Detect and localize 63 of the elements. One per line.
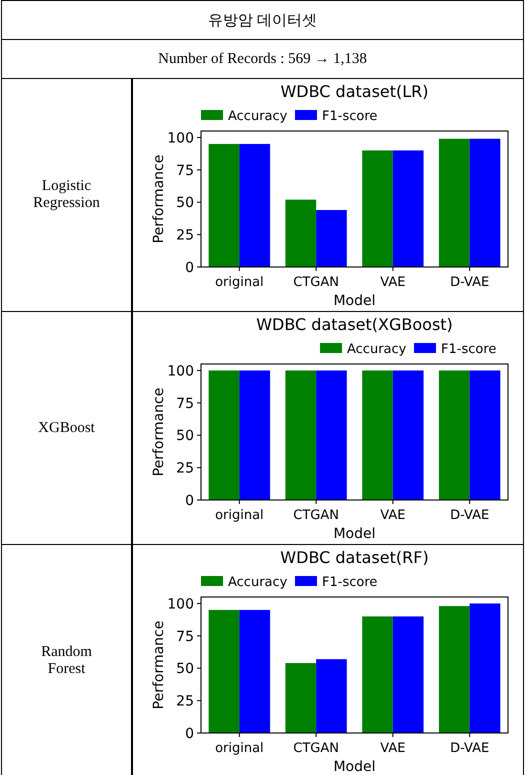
text: Random Forest: [40, 644, 93, 678]
bar: [239, 144, 270, 267]
legend-label: F1-score: [322, 109, 378, 124]
bar: [438, 138, 470, 267]
bar: [285, 663, 316, 733]
chart-title: WDBC dataset(RF): [280, 548, 429, 567]
y-tick-label: 50: [176, 195, 194, 212]
legend-label: F1-score: [441, 342, 496, 357]
bar: [208, 610, 240, 733]
x-tick-label: original: [215, 508, 264, 523]
y-axis-title: Performance: [151, 154, 167, 244]
y-axis-title: Performance: [151, 620, 167, 710]
bar: [208, 144, 240, 267]
bar: [392, 616, 424, 733]
x-axis-title: Model: [333, 759, 376, 775]
text: 유방암 데이터셋: [2, 0, 524, 40]
legend-label: Accuracy: [347, 342, 407, 357]
bar: [362, 150, 393, 267]
x-tick-label: CTGAN: [293, 741, 339, 756]
x-tick-label: D-VAE: [450, 508, 490, 523]
bar: [316, 659, 347, 733]
text: Number of Records : 569 → 1,138: [2, 40, 524, 78]
x-tick-label: VAE: [380, 275, 406, 290]
x-tick-label: D-VAE: [450, 741, 490, 756]
y-tick-label: 25: [176, 460, 194, 477]
x-tick-label: D-VAE: [450, 275, 490, 290]
y-tick-label: 75: [176, 628, 194, 645]
y-tick-label: 25: [176, 694, 194, 710]
x-tick-label: CTGAN: [293, 508, 339, 523]
chart-title: WDBC dataset(XGBoost): [256, 315, 453, 334]
y-tick-label: 100: [167, 130, 194, 146]
legend-label: F1-score: [322, 575, 378, 590]
x-tick-label: VAE: [380, 741, 406, 756]
legend-label: Accuracy: [228, 575, 288, 590]
y-tick-label: 0: [185, 260, 194, 276]
y-tick-label: 0: [185, 726, 194, 742]
bar: [239, 610, 270, 733]
bar: [316, 210, 347, 267]
bar: [362, 616, 393, 733]
legend-label: Accuracy: [228, 109, 288, 124]
x-axis-title: Model: [333, 526, 376, 542]
y-axis-title: Performance: [151, 388, 167, 476]
x-tick-label: original: [215, 275, 264, 290]
y-tick-label: 0: [185, 493, 194, 509]
y-tick-label: 75: [176, 162, 194, 179]
y-tick-label: 25: [176, 228, 194, 244]
bar: [470, 138, 500, 267]
x-tick-label: VAE: [380, 508, 406, 523]
text: Logistic Regression: [32, 178, 101, 212]
bar: [438, 606, 470, 733]
bar: [470, 603, 500, 733]
y-tick-label: 50: [176, 661, 194, 678]
y-tick-label: 100: [167, 363, 194, 380]
chart-title: WDBC dataset(LR): [280, 82, 429, 101]
y-tick-label: 50: [176, 428, 194, 444]
y-tick-label: 75: [176, 396, 194, 412]
bar: [392, 150, 424, 267]
x-tick-label: CTGAN: [293, 275, 339, 290]
x-tick-label: original: [215, 741, 264, 756]
x-axis-title: Model: [333, 293, 376, 309]
y-tick-label: 100: [167, 596, 194, 612]
text: XGBoost: [37, 420, 96, 436]
bar: [285, 200, 316, 267]
